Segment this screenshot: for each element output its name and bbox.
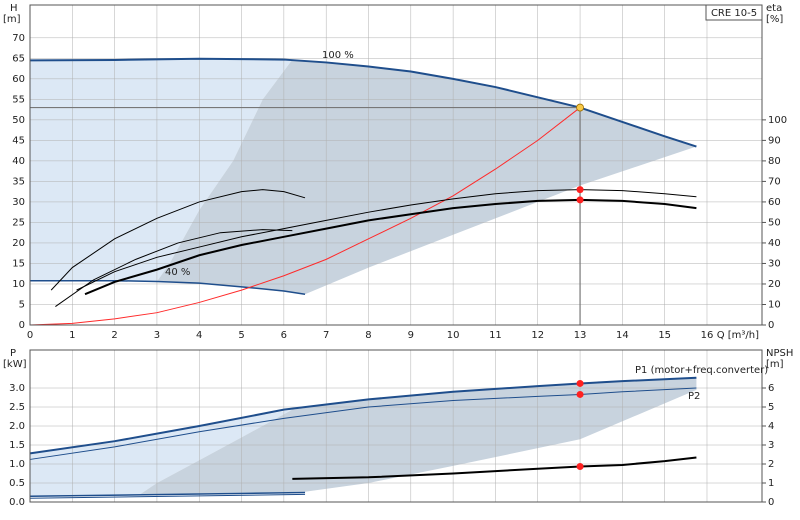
y-tick-label: 45 (12, 135, 25, 146)
curve (29, 493, 306, 499)
y-tick-label: 35 (12, 176, 25, 187)
y2-tick-label: 5 (768, 402, 774, 413)
operating-area (30, 58, 293, 282)
y-tick-label: 1.5 (9, 440, 25, 451)
curve (29, 491, 306, 498)
duty-point (576, 390, 584, 398)
y-tick-label: 2.5 (9, 402, 25, 413)
curve-label: 100 % (322, 50, 354, 61)
curve (76, 189, 697, 291)
y-tick-label: 55 (12, 94, 25, 105)
curve (29, 107, 581, 326)
x-tick-label: 13 (574, 330, 587, 341)
x-tick-label: 0 (27, 330, 33, 341)
y2-axis-unit: [%] (766, 14, 783, 25)
y-tick-label: 0.5 (9, 478, 25, 489)
x-tick-label: 11 (489, 330, 502, 341)
duty-point (576, 186, 584, 194)
duty-point (576, 103, 584, 112)
curve-label: P1 (motor+freq.converter) (635, 365, 768, 376)
curve (29, 57, 697, 148)
y2-tick-label: 100 (768, 115, 787, 126)
curve (55, 229, 293, 307)
y2-tick-label: 20 (768, 279, 781, 290)
y2-tick-label: 0 (768, 497, 774, 508)
curve (50, 189, 306, 291)
y-tick-label: 40 (12, 156, 25, 167)
x-tick-label: 7 (323, 330, 329, 341)
y2-tick-label: 4 (768, 421, 774, 432)
x-tick-label: 14 (616, 330, 629, 341)
y-tick-label: 0.0 (9, 497, 25, 508)
y2-tick-label: 30 (768, 258, 781, 269)
x-tick-label: 8 (365, 330, 371, 341)
y2-tick-label: 10 (768, 299, 781, 310)
y2-axis-unit: [m] (766, 359, 784, 370)
x-tick-label: 16 (701, 330, 714, 341)
y2-tick-label: 0 (768, 320, 774, 331)
y-axis-title: H (10, 3, 18, 14)
y2-tick-label: 1 (768, 478, 774, 489)
x-tick-label: 2 (111, 330, 117, 341)
product-name: CRE 10-5 (711, 8, 757, 19)
y2-tick-label: 90 (768, 135, 781, 146)
y2-tick-label: 70 (768, 176, 781, 187)
y2-tick-label: 3 (768, 440, 774, 451)
curve-label: P2 (688, 391, 700, 402)
y2-tick-label: 2 (768, 459, 774, 470)
curve (30, 279, 306, 295)
y-tick-label: 2.0 (9, 421, 25, 432)
y-tick-label: 25 (12, 217, 25, 228)
y2-tick-label: 60 (768, 197, 781, 208)
x-tick-label: 15 (658, 330, 671, 341)
y-tick-label: 10 (12, 279, 25, 290)
y2-tick-label: 40 (768, 238, 781, 249)
y-tick-label: 60 (12, 74, 25, 85)
x-tick-label: 10 (447, 330, 460, 341)
curve-label: 40 % (165, 267, 190, 278)
y2-axis-title: NPSH (766, 348, 793, 359)
operating-area (30, 409, 293, 497)
curve (84, 198, 697, 296)
y-axis-unit: [kW] (3, 359, 27, 370)
curve (292, 456, 697, 480)
y-tick-label: 1.0 (9, 459, 25, 470)
x-axis-label: Q [m³/h] (717, 330, 759, 341)
y-axis-unit: [m] (3, 14, 21, 25)
x-tick-label: 3 (154, 330, 160, 341)
y2-tick-label: 6 (768, 383, 774, 394)
x-tick-label: 4 (196, 330, 202, 341)
y-tick-label: 20 (12, 238, 25, 249)
y-tick-label: 5 (19, 299, 25, 310)
y-tick-label: 65 (12, 53, 25, 64)
y-axis-title: P (10, 348, 16, 359)
y-tick-label: 30 (12, 197, 25, 208)
product-box (705, 4, 763, 21)
curve (29, 376, 697, 455)
duty-point (576, 379, 584, 387)
y-tick-label: 0 (19, 320, 25, 331)
x-tick-label: 9 (408, 330, 414, 341)
y2-axis-title: eta (766, 3, 782, 14)
duty-point (576, 196, 584, 204)
y-tick-label: 50 (12, 115, 25, 126)
y-tick-label: 70 (12, 33, 25, 44)
x-tick-label: 12 (531, 330, 544, 341)
y2-tick-label: 50 (768, 217, 781, 228)
duty-point (576, 462, 584, 470)
curve (29, 387, 697, 460)
x-tick-label: 1 (69, 330, 75, 341)
x-tick-label: 5 (238, 330, 244, 341)
y2-tick-label: 80 (768, 156, 781, 167)
y-tick-label: 15 (12, 258, 25, 269)
y-tick-label: 3.0 (9, 383, 25, 394)
plot-frame (29, 4, 763, 326)
x-tick-label: 6 (281, 330, 287, 341)
